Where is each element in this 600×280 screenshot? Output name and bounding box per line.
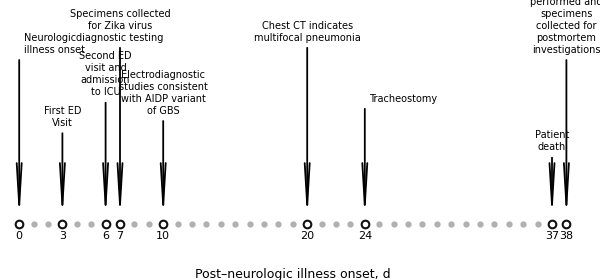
Text: 3: 3 bbox=[59, 230, 66, 241]
Text: Electrodiagnostic
studies consistent
with AIDP variant
of GBS: Electrodiagnostic studies consistent wit… bbox=[119, 70, 208, 116]
Text: Chest CT indicates
multifocal pneumonia: Chest CT indicates multifocal pneumonia bbox=[254, 20, 361, 43]
Text: Autopsy
performed and
specimens
collected for
postmortem
investigations: Autopsy performed and specimens collecte… bbox=[530, 0, 600, 55]
Text: 7: 7 bbox=[116, 230, 124, 241]
Text: 10: 10 bbox=[156, 230, 170, 241]
Text: Tracheostomy: Tracheostomy bbox=[369, 94, 437, 104]
Text: Neurologic
illness onset: Neurologic illness onset bbox=[23, 33, 85, 55]
Text: Specimens collected
for Zika virus
diagnostic testing: Specimens collected for Zika virus diagn… bbox=[70, 9, 170, 43]
Text: 38: 38 bbox=[559, 230, 574, 241]
Text: Second ED
visit and
admission
to ICU: Second ED visit and admission to ICU bbox=[79, 52, 132, 97]
Text: 0: 0 bbox=[16, 230, 23, 241]
Text: Post–neurologic illness onset, d: Post–neurologic illness onset, d bbox=[195, 268, 391, 280]
Text: First ED
Visit: First ED Visit bbox=[44, 106, 81, 128]
Text: 6: 6 bbox=[102, 230, 109, 241]
Text: 20: 20 bbox=[300, 230, 314, 241]
Text: 37: 37 bbox=[545, 230, 559, 241]
Text: 24: 24 bbox=[358, 230, 372, 241]
Text: Patient
death: Patient death bbox=[535, 130, 569, 152]
